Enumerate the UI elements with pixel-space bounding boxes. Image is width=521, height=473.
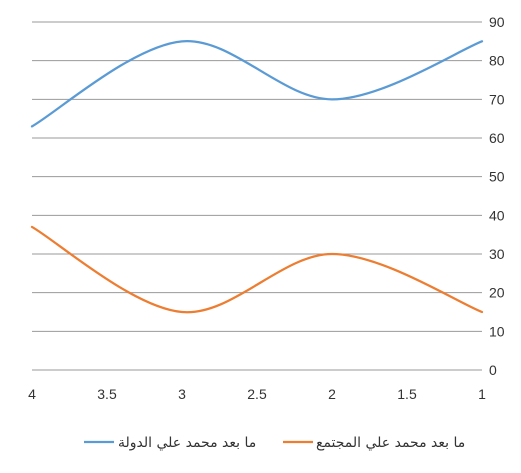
x-tick-label: 2 (328, 386, 336, 402)
x-tick-label: 1.5 (397, 386, 417, 402)
legend-label-1: ما بعد محمد علي الدولة (118, 435, 256, 451)
y-tick-label: 70 (489, 91, 505, 107)
y-tick-label: 60 (489, 130, 505, 146)
y-tick-label: 30 (489, 246, 505, 262)
series-line-2 (30, 225, 484, 314)
x-tick-label: 2.5 (247, 386, 267, 402)
x-axis-ticks: 4 3.5 3 2.5 2 1.5 1 (28, 386, 486, 402)
y-tick-label: 0 (489, 362, 497, 378)
x-tick-label: 3.5 (97, 386, 117, 402)
x-tick-label: 3 (178, 386, 186, 402)
y-tick-label: 20 (489, 285, 505, 301)
y-tick-label: 50 (489, 169, 505, 185)
series-lines (30, 40, 484, 314)
y-tick-label: 40 (489, 207, 505, 223)
y-tick-label: 80 (489, 53, 505, 69)
x-tick-label: 1 (478, 386, 486, 402)
y-tick-label: 90 (489, 14, 505, 30)
legend: ما بعد محمد علي الدولة ما بعد محمد علي ال… (84, 435, 465, 451)
y-axis-ticks: 0 10 20 30 40 50 60 70 80 90 (489, 14, 505, 378)
series-line-1 (30, 40, 484, 128)
gridlines (32, 21, 482, 371)
y-tick-label: 10 (489, 323, 505, 339)
x-tick-label: 4 (28, 386, 36, 402)
legend-label-2: ما بعد محمد علي المجتمع (316, 435, 465, 451)
